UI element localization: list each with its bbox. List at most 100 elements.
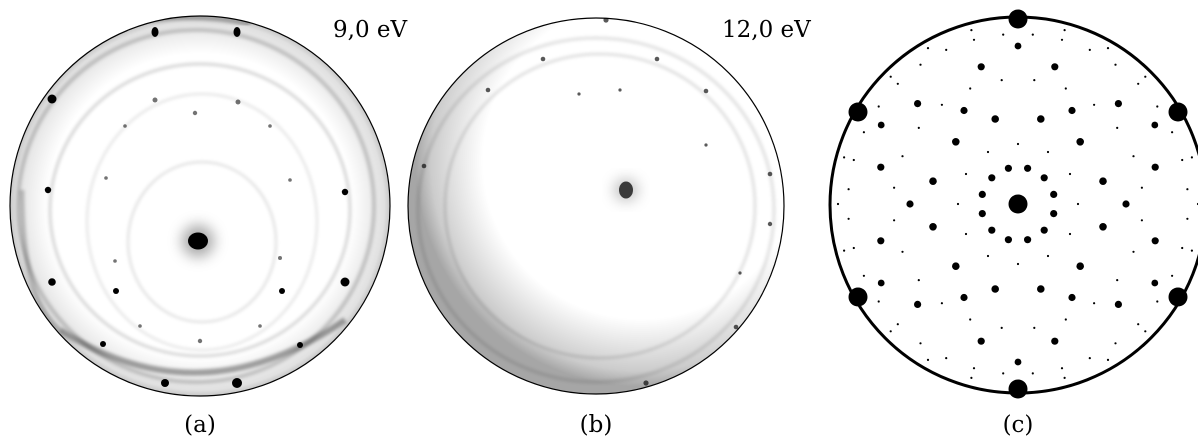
- faint-spot: [945, 357, 948, 360]
- faint-spot: [1171, 274, 1174, 277]
- faint-spot: [1016, 262, 1020, 266]
- faint-spot: [964, 232, 968, 236]
- inner-ring-spot: [1004, 236, 1013, 244]
- diffraction-spot: [929, 177, 937, 185]
- faint-spot: [1190, 249, 1193, 252]
- inner-ring-spot: [988, 226, 996, 234]
- faint-spot: [1171, 131, 1174, 134]
- faint-spot: [861, 112, 864, 116]
- faint-spot: [1156, 300, 1159, 303]
- diffraction-spot: [1151, 237, 1159, 245]
- faint-spot: [1093, 302, 1096, 305]
- faint-spot: [862, 131, 866, 134]
- diffraction-spot: [1151, 279, 1159, 287]
- diffraction-spot: [1114, 300, 1122, 308]
- diffraction-spot: [1099, 177, 1107, 185]
- faint-spot: [896, 82, 899, 85]
- diffraction-spot: [960, 293, 968, 302]
- faint-spot: [1002, 33, 1005, 36]
- diffraction-spot: [991, 285, 999, 293]
- faint-spot: [1016, 382, 1020, 386]
- faint-spot: [852, 158, 855, 162]
- diffraction-spot: [929, 223, 937, 231]
- faint-spot: [1140, 219, 1143, 222]
- faint-spot: [1093, 103, 1096, 106]
- diffraction-spot: [1037, 115, 1045, 123]
- diffraction-spot: [1068, 106, 1076, 115]
- faint-spot: [1140, 186, 1143, 189]
- diffraction-spot: [914, 100, 922, 108]
- faint-spot: [940, 302, 944, 305]
- faint-spot: [1114, 342, 1117, 345]
- faint-spot: [945, 48, 948, 52]
- diffraction-spot: [1014, 42, 1022, 50]
- faint-spot: [1186, 188, 1189, 191]
- inner-ring-spot: [1040, 226, 1048, 234]
- diffraction-spot: [977, 337, 985, 345]
- faint-spot: [926, 358, 930, 361]
- faint-spot: [1033, 79, 1036, 82]
- faint-spot: [1068, 172, 1072, 176]
- faint-spot: [836, 202, 840, 206]
- faint-spot: [1114, 63, 1117, 66]
- faint-spot: [893, 219, 896, 222]
- inner-ring-spot: [988, 174, 996, 182]
- inner-ring-spot: [978, 210, 986, 218]
- faint-spot: [986, 254, 990, 258]
- faint-spot: [1063, 376, 1066, 379]
- panel-c: [828, 9, 1198, 399]
- faint-spot: [861, 292, 864, 296]
- diffraction-spot: [1076, 262, 1084, 271]
- faint-spot: [847, 188, 850, 191]
- energy-label-b: 12,0 eV: [722, 17, 811, 43]
- diffraction-spot: [877, 121, 885, 129]
- faint-spot: [1181, 246, 1184, 250]
- faint-spot: [1016, 142, 1020, 146]
- diffraction-spot: [906, 200, 914, 208]
- faint-spot: [1031, 33, 1034, 36]
- faint-spot: [843, 156, 846, 159]
- faint-spot: [1076, 202, 1080, 206]
- faint-spot: [889, 330, 892, 333]
- faint-spot: [969, 87, 972, 90]
- faint-spot: [1106, 47, 1110, 50]
- faint-spot: [901, 250, 904, 253]
- faint-spot: [969, 318, 972, 321]
- panel-b: [407, 17, 785, 395]
- diffraction-spot: [877, 279, 885, 287]
- inner-ring-spot: [1050, 190, 1058, 198]
- faint-spot: [862, 274, 866, 277]
- diffraction-spot: [960, 106, 968, 115]
- faint-spot: [917, 126, 920, 129]
- faint-spot: [877, 300, 880, 303]
- faint-spot: [1088, 357, 1091, 360]
- caption-a: (a): [184, 412, 216, 438]
- diffraction-spot: [1151, 121, 1159, 129]
- faint-spot: [1116, 126, 1119, 129]
- faint-spot: [1132, 155, 1135, 158]
- faint-spot: [1144, 75, 1147, 78]
- faint-spot: [972, 367, 976, 370]
- faint-spot: [940, 103, 944, 106]
- faint-spot: [1088, 48, 1091, 52]
- faint-spot: [1060, 367, 1064, 370]
- faint-spot: [919, 63, 922, 66]
- inner-ring-spot: [1040, 174, 1048, 182]
- faint-spot: [1000, 79, 1003, 82]
- faint-spot: [970, 29, 973, 32]
- caption-b: (b): [580, 412, 613, 438]
- diffraction-spot: [952, 262, 960, 271]
- faint-spot: [1172, 292, 1175, 296]
- diffraction-spot: [1068, 293, 1076, 302]
- faint-spot: [956, 202, 960, 206]
- diffraction-spot: [1037, 285, 1045, 293]
- diffraction-spot: [914, 300, 922, 308]
- faint-spot: [1181, 158, 1184, 162]
- diffraction-spot: [1114, 100, 1122, 108]
- faint-spot: [847, 217, 850, 220]
- diffraction-spot: [1051, 63, 1059, 71]
- faint-spot: [901, 155, 904, 158]
- faint-spot: [986, 150, 990, 154]
- faint-spot: [1156, 105, 1159, 108]
